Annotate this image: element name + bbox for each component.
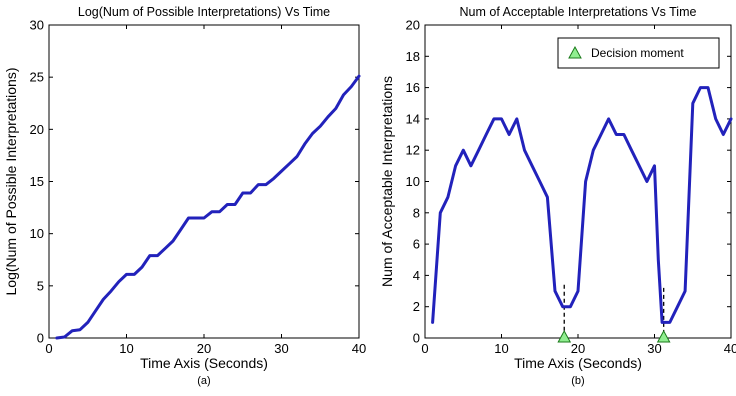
series-b	[431, 86, 733, 343]
y-tick-label: 5	[37, 278, 44, 293]
ylabel-a: Log(Num of Possible Interpretations)	[3, 68, 19, 296]
panel-a: Log(Num of Possible Interpretations) Vs …	[3, 5, 366, 387]
legend-b: Decision moment	[557, 37, 720, 69]
x-tick-label: 0	[45, 341, 52, 356]
y-tick-label: 16	[406, 80, 420, 95]
y-tick-label: 0	[413, 331, 420, 346]
x-tick-label: 20	[571, 341, 585, 356]
y-tick-label: 8	[413, 205, 420, 220]
ticks-b: 0 10 20 30 40 0 2 4 6 8 10 12 14 16 18 20	[406, 18, 736, 357]
y-tick-label: 2	[413, 299, 420, 314]
plot-area-a	[48, 24, 360, 339]
x-tick-label: 10	[494, 341, 508, 356]
y-tick-label: 15	[30, 174, 44, 189]
y-tick-label: 30	[30, 18, 44, 33]
xlabel-a: Time Axis (Seconds)	[140, 355, 268, 371]
legend-entry-decision-moment: Decision moment	[591, 46, 684, 60]
ylabel-b: Num of Acceptable Interpretations	[379, 76, 395, 287]
y-tick-label: 10	[406, 174, 420, 189]
x-tick-label: 10	[119, 341, 133, 356]
y-tick-label: 10	[30, 226, 44, 241]
legend-box	[557, 37, 720, 69]
y-tick-label: 0	[37, 331, 44, 346]
y-tick-label: 18	[406, 49, 420, 64]
decision-moment-marker	[557, 329, 572, 343]
x-tick-label: 40	[724, 341, 736, 356]
y-tick-label: 20	[30, 122, 44, 137]
x-tick-label: 30	[647, 341, 661, 356]
series-a	[55, 74, 361, 340]
legend-triangle-marker	[568, 45, 582, 59]
ticks-a: 0 10 20 30 40 0 5 10 15 20 25 30	[30, 18, 367, 357]
x-tick-label: 0	[421, 341, 428, 356]
x-tick-label: 40	[352, 341, 366, 356]
title-a: Log(Num of Possible Interpretations) Vs …	[78, 5, 330, 19]
y-tick-label: 6	[413, 237, 420, 252]
panel-b: Num of Acceptable Interpretations Vs Tim…	[379, 5, 736, 387]
panel-label-a: (a)	[197, 375, 210, 387]
y-tick-label: 12	[406, 143, 420, 158]
panel-label-b: (b)	[571, 375, 584, 387]
x-tick-label: 30	[274, 341, 288, 356]
series-line-a	[55, 74, 361, 340]
y-tick-label: 4	[413, 268, 420, 283]
decision-moment-marker	[656, 329, 671, 343]
x-tick-label: 20	[197, 341, 211, 356]
decision-moments-b	[563, 284, 665, 338]
y-tick-label: 20	[406, 18, 420, 33]
y-tick-label: 25	[30, 70, 44, 85]
series-line-b	[431, 86, 733, 324]
xlabel-b: Time Axis (Seconds)	[514, 355, 642, 371]
title-b: Num of Acceptable Interpretations Vs Tim…	[460, 5, 697, 19]
y-tick-label: 14	[406, 111, 420, 126]
